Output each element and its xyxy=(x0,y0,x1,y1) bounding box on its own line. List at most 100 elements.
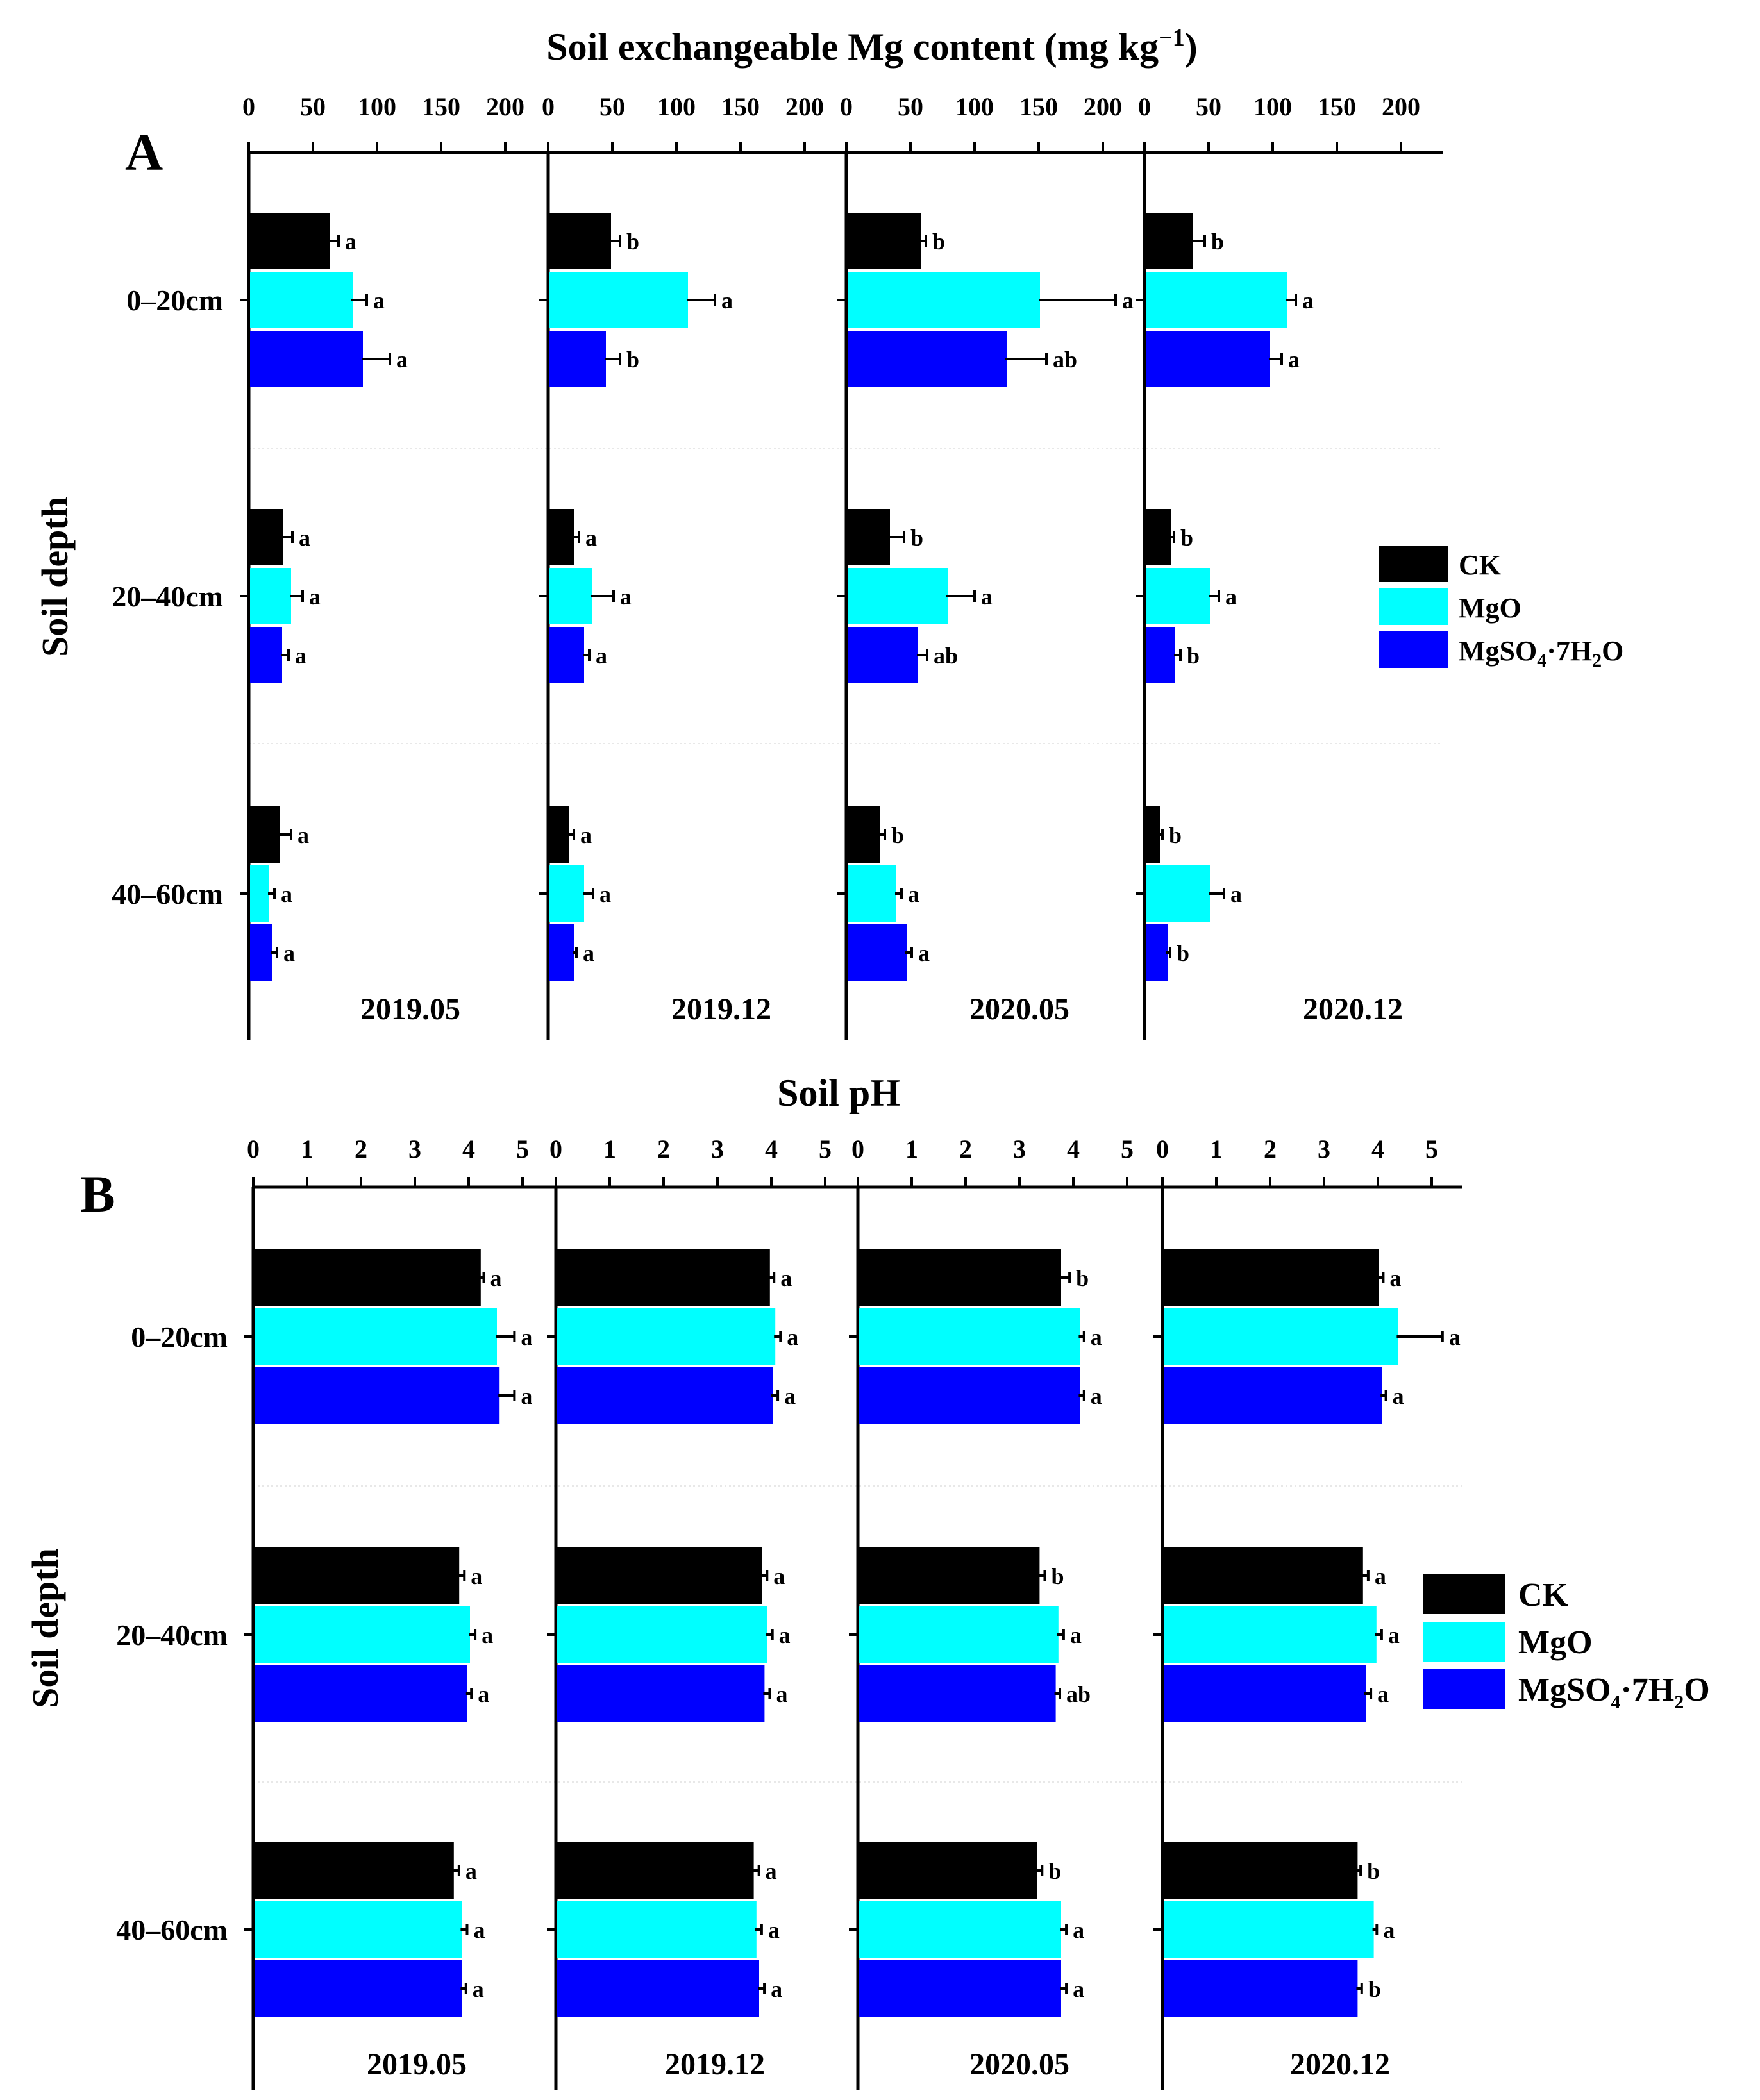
significance-label: b xyxy=(1180,525,1193,551)
bar-mgo xyxy=(848,272,1040,328)
significance-label: a xyxy=(299,525,310,551)
x-tick-label: 2 xyxy=(959,1135,972,1163)
significance-label: a xyxy=(1389,1265,1401,1291)
date-label: 2019.05 xyxy=(360,992,460,1026)
bar-ck xyxy=(848,509,890,565)
bar-mgso4 xyxy=(1146,627,1175,683)
bar-mgo xyxy=(859,1606,1059,1663)
legend-a-swatch-mgo xyxy=(1379,588,1448,625)
bar-ck xyxy=(1164,1842,1358,1899)
legend-b-ck: CK xyxy=(1518,1577,1569,1613)
bar-mgo xyxy=(859,1901,1061,1958)
significance-label: a xyxy=(281,881,292,907)
panel-a-title: Soil exchangeable Mg content (mg kg−1) xyxy=(546,24,1198,68)
significance-label: a xyxy=(283,940,295,966)
x-tick-label: 200 xyxy=(1084,92,1122,121)
bar-mgso4 xyxy=(1146,924,1168,981)
x-tick-label: 2 xyxy=(657,1135,670,1163)
significance-label: a xyxy=(478,1681,489,1707)
x-tick-label: 2 xyxy=(1264,1135,1277,1163)
x-tick-label: 50 xyxy=(898,92,923,121)
x-tick-label: 200 xyxy=(785,92,824,121)
bar-ck xyxy=(549,509,574,565)
x-tick-label: 5 xyxy=(516,1135,529,1163)
significance-label: a xyxy=(1302,288,1314,313)
x-tick-label: 50 xyxy=(599,92,625,121)
significance-label: a xyxy=(298,822,309,848)
x-tick-label: 50 xyxy=(300,92,326,121)
x-tick-label: 50 xyxy=(1196,92,1221,121)
x-tick-label: 2 xyxy=(355,1135,367,1163)
bar-mgo xyxy=(859,1308,1080,1365)
x-tick-label: 100 xyxy=(955,92,994,121)
significance-label: a xyxy=(768,1917,780,1943)
significance-label: b xyxy=(1211,229,1224,254)
significance-label: b xyxy=(626,229,639,254)
x-tick-label: 100 xyxy=(1253,92,1292,121)
depth-label: 0–20cm xyxy=(131,1321,228,1353)
legend-a-mgo: MgO xyxy=(1459,592,1521,624)
significance-label: a xyxy=(1388,1622,1400,1648)
x-tick-label: 1 xyxy=(1210,1135,1223,1163)
significance-label: a xyxy=(521,1383,532,1409)
bar-mgso4 xyxy=(859,1960,1061,2017)
x-tick-label: 3 xyxy=(1013,1135,1026,1163)
x-tick-label: 0 xyxy=(840,92,853,121)
bar-ck xyxy=(250,509,283,565)
significance-label: a xyxy=(295,643,306,669)
significance-label: b xyxy=(1187,643,1200,669)
significance-label: b xyxy=(910,525,923,551)
x-tick-label: 0 xyxy=(1156,1135,1169,1163)
significance-label: a xyxy=(580,822,592,848)
significance-label: a xyxy=(773,1563,785,1589)
panel-a-label: A xyxy=(125,123,163,181)
date-label: 2019.12 xyxy=(665,2047,765,2081)
x-tick-label: 3 xyxy=(711,1135,724,1163)
bar-mgo xyxy=(549,865,584,922)
significance-label: a xyxy=(1070,1622,1082,1648)
significance-label: a xyxy=(373,288,385,313)
significance-label: b xyxy=(1048,1858,1061,1884)
significance-label: a xyxy=(1225,584,1237,610)
panel-a: 0–20cm 20–40cm 40–60cm 0 50 100 150 200 2019.05 a… xyxy=(112,92,1443,1040)
legend-b-swatch-mgo xyxy=(1423,1622,1505,1662)
significance-label: a xyxy=(1122,288,1134,313)
panel-b-ylabel: Soil depth xyxy=(24,1548,66,1708)
significance-label: a xyxy=(776,1681,787,1707)
significance-label: a xyxy=(1377,1681,1389,1707)
significance-label: a xyxy=(465,1858,477,1884)
bar-mgo xyxy=(1146,865,1210,922)
legend-a-ck: CK xyxy=(1459,549,1501,581)
bar-ck xyxy=(1146,509,1171,565)
significance-label: a xyxy=(1091,1383,1102,1409)
bar-mgo xyxy=(255,1308,497,1365)
significance-label: a xyxy=(1073,1917,1084,1943)
legend-a: CK MgO MgSO4·7H2O xyxy=(1379,546,1623,671)
x-tick-label: 4 xyxy=(1067,1135,1080,1163)
bar-mgo xyxy=(557,1901,757,1958)
x-tick-label: 0 xyxy=(247,1135,260,1163)
x-tick-label: 3 xyxy=(1318,1135,1330,1163)
significance-label: a xyxy=(784,1383,796,1409)
significance-label: a xyxy=(1393,1383,1404,1409)
date-label: 2020.12 xyxy=(1303,992,1403,1026)
significance-label: a xyxy=(771,1976,782,2002)
x-tick-label: 150 xyxy=(1318,92,1356,121)
bar-ck xyxy=(859,1547,1040,1604)
bar-mgso4 xyxy=(848,331,1007,387)
bar-ck xyxy=(250,213,330,269)
significance-label: a xyxy=(599,881,611,907)
significance-label: b xyxy=(1051,1563,1064,1589)
panel-b-title: Soil pH xyxy=(777,1072,900,1114)
depth-label: 0–20cm xyxy=(126,284,223,317)
bar-mgso4 xyxy=(1164,1665,1366,1722)
bar-mgo xyxy=(250,272,353,328)
bar-mgo xyxy=(549,568,592,624)
bar-mgso4 xyxy=(859,1665,1056,1722)
bar-mgso4 xyxy=(557,1367,773,1424)
legend-b-swatch-ck xyxy=(1423,1574,1505,1614)
date-label: 2020.12 xyxy=(1290,2047,1390,2081)
bar-mgo xyxy=(1146,272,1287,328)
bar-ck xyxy=(557,1249,770,1306)
